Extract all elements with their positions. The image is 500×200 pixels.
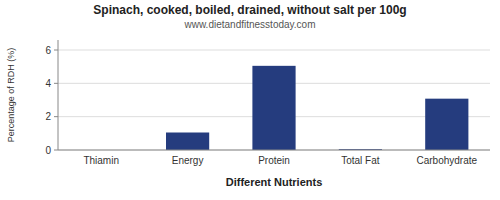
title: Spinach, cooked, boiled, drained, withou… [93,3,406,17]
x-tick-label: Carbohydrate [417,155,478,166]
x-tick-label: Total Fat [341,155,380,166]
bar [166,133,209,151]
chart-container: Spinach, cooked, boiled, drained, withou… [0,0,500,200]
y-tick [54,150,58,151]
grid-line [58,50,490,51]
grid-line [58,150,490,151]
bar [425,99,468,150]
bar [252,66,295,150]
y-axis-label: Percentage of RDH (%) [6,48,16,143]
chart: Spinach, cooked, boiled, drained, withou… [0,0,500,200]
y-tick [54,50,58,51]
x-tick-label: Thiamin [83,155,119,166]
y-tick [54,116,58,117]
x-tick-label: Energy [172,155,204,166]
y-tick-label: 6 [45,45,51,56]
y-tick-label: 4 [45,78,51,89]
grid [58,50,490,150]
bars [166,66,468,150]
y-tick-label: 2 [45,111,51,122]
y-axis [58,40,59,150]
y-tick-label: 0 [45,145,51,156]
x-axis [58,150,490,151]
x-tick-label: Protein [258,155,290,166]
x-axis-label: Different Nutrients [226,176,323,188]
subtitle: www.dietandfitnesstoday.com [184,19,316,30]
y-tick [54,83,58,84]
